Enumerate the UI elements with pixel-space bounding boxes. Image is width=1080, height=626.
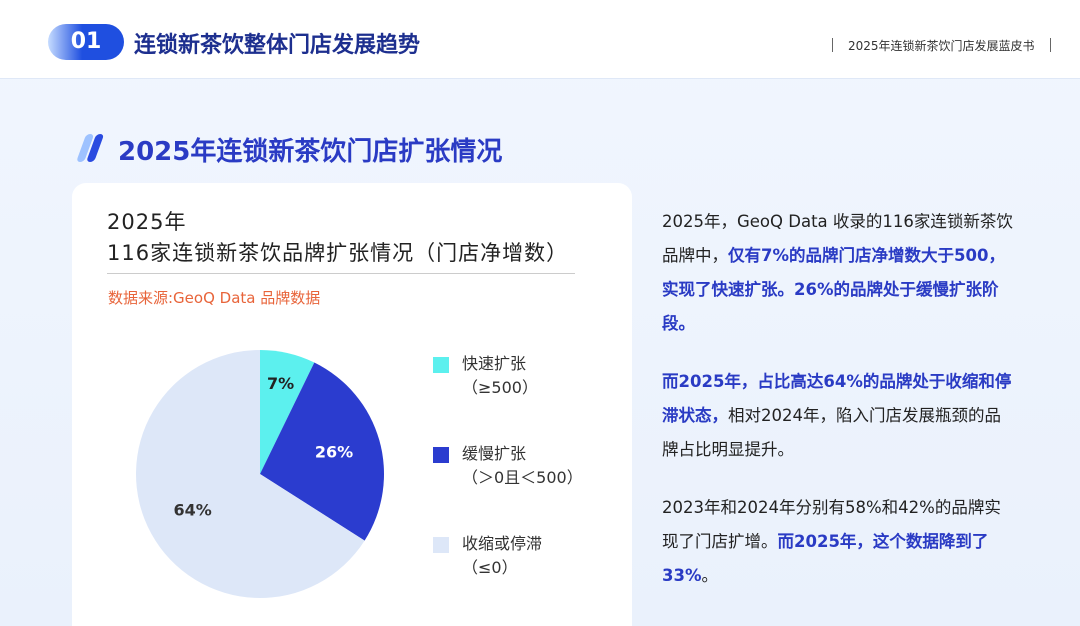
text-run: 2025年，GeoQ Data 收录的116家连锁新茶饮品牌中，	[662, 212, 1013, 265]
section-number: 01	[48, 24, 124, 60]
pie-slice	[135, 350, 365, 598]
divider	[1050, 38, 1051, 52]
pie-slice	[260, 362, 384, 541]
legend-text: 缓慢扩张 （＞0且＜500）	[462, 442, 583, 490]
legend-range: （≥500）	[462, 378, 538, 397]
data-label: 7%	[267, 374, 294, 393]
legend-swatch	[433, 357, 449, 373]
pie-chart: 7% 26% 64%	[135, 350, 384, 598]
legend-label: 缓慢扩张	[462, 444, 527, 463]
paragraph: 2023年和2024年分别有58%和42%的品牌实现了门店扩增。而2025年，这…	[662, 491, 1014, 593]
pie-slice	[260, 350, 315, 474]
section-title: 2025年连锁新茶饮门店扩张情况	[118, 137, 503, 167]
emphasis: 而2025年，这个数据降到了33%	[662, 532, 989, 585]
top-bar: 01 连锁新茶饮整体门店发展趋势 2025年连锁新茶饮门店发展蓝皮书	[0, 0, 1080, 79]
data-label: 26%	[315, 443, 353, 462]
text-run: 2023年和2024年分别有58%和42%的品牌实现了门店扩增。	[662, 498, 1001, 551]
emphasis: 仅有7%的品牌门店净增数大于500，实现了快速扩张。26%的品牌处于缓慢扩张阶段…	[662, 246, 1005, 333]
source: 数据来源:GeoQ Data 品牌数据	[108, 289, 321, 307]
commentary: 2025年，GeoQ Data 收录的116家连锁新茶饮品牌中，仅有7%的品牌门…	[662, 205, 1014, 617]
rule	[107, 273, 575, 274]
panel-title: 116家连锁新茶饮品牌扩张情况（门店净增数）	[107, 241, 569, 265]
legend-range: （＞0且＜500）	[462, 468, 583, 487]
text-run: 。	[701, 566, 719, 585]
emphasis: 而2025年，占比高达64%的品牌处于收缩和停滞状态，	[662, 372, 1012, 425]
section-icon	[77, 134, 104, 162]
divider	[832, 38, 833, 52]
paragraph: 而2025年，占比高达64%的品牌处于收缩和停滞状态，相对2024年，陷入门店发…	[662, 365, 1014, 467]
legend-text: 快速扩张 （≥500）	[462, 352, 538, 400]
legend-swatch	[433, 537, 449, 553]
legend-label: 快速扩张	[462, 354, 527, 373]
legend-swatch	[433, 447, 449, 463]
header-title: 连锁新茶饮整体门店发展趋势	[134, 33, 421, 58]
legend-text: 收缩或停滞 （≤0）	[462, 532, 542, 580]
panel-title: 2025年	[107, 210, 187, 234]
text-run: 相对2024年，陷入门店发展瓶颈的品牌占比明显提升。	[662, 406, 1001, 459]
data-label: 64%	[173, 500, 211, 519]
report-title: 2025年连锁新茶饮门店发展蓝皮书	[848, 39, 1035, 53]
legend-range: （≤0）	[462, 558, 518, 577]
paragraph: 2025年，GeoQ Data 收录的116家连锁新茶饮品牌中，仅有7%的品牌门…	[662, 205, 1014, 341]
legend-label: 收缩或停滞	[462, 534, 543, 553]
